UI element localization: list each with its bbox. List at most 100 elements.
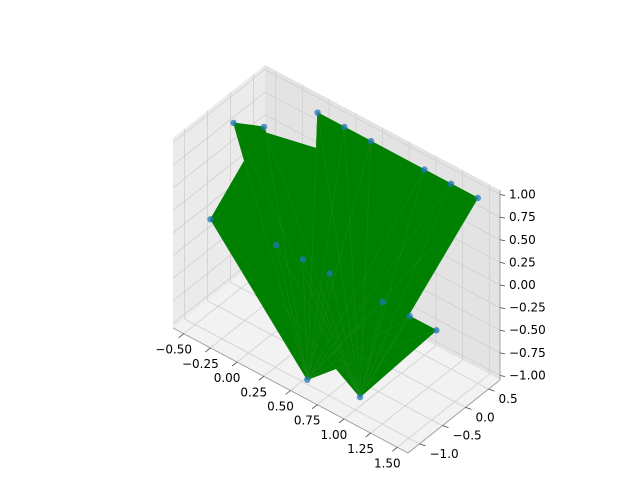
z-tick-mark [499, 239, 506, 242]
data-point [367, 137, 375, 145]
surface-edge [307, 330, 437, 380]
surface-edge [307, 273, 330, 380]
surface-edge [233, 122, 308, 380]
x-tick-label: −0.50 [155, 343, 192, 357]
surface-edge [210, 219, 308, 380]
x-axis-ticks: −0.50−0.250.000.250.500.751.001.251.50 [155, 333, 401, 470]
z-tick-label: 0.25 [509, 255, 536, 269]
surface-edge [302, 259, 361, 398]
y-grid-floor [184, 318, 420, 445]
x-tick-label: 1.00 [321, 428, 348, 442]
x-grid-floor [397, 374, 490, 448]
data-point [379, 298, 387, 306]
y-axis-ticks: −1.0 −0.5 0.0 0.5 [419, 388, 518, 461]
surface-edge [307, 141, 372, 380]
surface-edge [307, 197, 479, 380]
z-tick-mark [499, 216, 506, 219]
data-point [326, 270, 333, 277]
z-tick-label: 1.00 [509, 188, 536, 202]
y-tick-mark [442, 425, 449, 429]
surface-edge [329, 273, 361, 398]
y-tick-label: −1.0 [430, 447, 459, 461]
x-tick-label: 1.25 [347, 442, 374, 456]
surface-mesh [210, 112, 479, 398]
data-point [314, 109, 321, 116]
z-tick-label: −0.25 [509, 301, 546, 315]
z-tick-mark [499, 329, 506, 332]
data-point [421, 166, 428, 173]
data-point [230, 119, 237, 127]
surface-edge [359, 301, 384, 398]
y-tick-mark [465, 406, 472, 410]
z-tick-mark [499, 284, 506, 287]
z-tick-label: −0.50 [509, 323, 546, 337]
surface-edge [307, 112, 318, 380]
z-tick-label: −1.00 [509, 368, 546, 382]
surface-edge [307, 315, 410, 380]
x-tick-mark [285, 390, 291, 395]
surface-edge [359, 316, 410, 398]
x-tick-mark [178, 333, 184, 338]
z-tick-label: 0.00 [509, 278, 536, 292]
surface-edge [317, 112, 361, 398]
z-grid-back [264, 69, 501, 195]
data-point [406, 312, 413, 320]
x-tick-mark [338, 418, 345, 424]
x-tick-label: 0.50 [267, 400, 294, 414]
y-axis-line [407, 379, 501, 454]
x-tick-mark [311, 404, 318, 410]
z-grid-left [172, 69, 266, 143]
z-axis-ticks: −1.00 −0.75 −0.50 −0.25 0.00 0.25 0.50 0.75 1.00 [499, 188, 546, 382]
x-tick-mark [392, 447, 398, 452]
surface-edge [307, 126, 345, 380]
surface-edge [210, 219, 361, 398]
z-grid-left [172, 91, 266, 166]
surface-edge [307, 183, 452, 380]
surface-edge [275, 245, 308, 380]
z-tick-label: 0.50 [509, 233, 536, 247]
x-tick-mark [231, 361, 238, 367]
y-tick-label: 0.5 [499, 392, 518, 406]
data-point [273, 241, 280, 249]
data-point [304, 376, 311, 383]
x-tick-label: 0.00 [214, 371, 241, 385]
x-tick-label: 0.25 [240, 385, 267, 399]
x-tick-mark [205, 347, 211, 353]
z-tick-mark [499, 261, 506, 264]
x-tick-mark [258, 375, 265, 381]
x-tick-label: 1.50 [374, 456, 401, 470]
data-point [447, 180, 455, 187]
data-point [341, 123, 348, 131]
z-tick-mark [499, 352, 506, 355]
x-tick-mark [365, 432, 371, 438]
x-grid-floor [370, 359, 463, 434]
z-tick-mark [499, 194, 506, 196]
surface-edge [359, 197, 479, 398]
x-tick-label: −0.25 [182, 357, 219, 371]
surface-edge [359, 169, 425, 398]
surface-edge [307, 169, 425, 380]
surface-edge [359, 330, 437, 398]
data-point [433, 327, 440, 334]
surface-edge [344, 126, 361, 398]
y-tick-mark [419, 443, 426, 447]
surface-edge [263, 126, 308, 380]
surface-edge [302, 259, 308, 380]
data-points [207, 109, 481, 401]
surface-edge [275, 244, 361, 398]
surface-edge [263, 126, 361, 398]
z-tick-label: 0.75 [509, 210, 536, 224]
y-tick-label: −0.5 [453, 429, 482, 443]
surface-edge [307, 301, 384, 380]
data-point [356, 393, 364, 401]
y-tick-mark [488, 388, 495, 392]
data-point [207, 216, 214, 223]
data-point [474, 194, 481, 202]
data-point [260, 123, 268, 131]
z-tick-mark [499, 375, 506, 377]
x-tick-label: 0.75 [294, 414, 321, 428]
y-tick-label: 0.0 [476, 410, 495, 424]
z-tick-label: −0.75 [509, 346, 546, 360]
surface-edge [233, 122, 361, 398]
